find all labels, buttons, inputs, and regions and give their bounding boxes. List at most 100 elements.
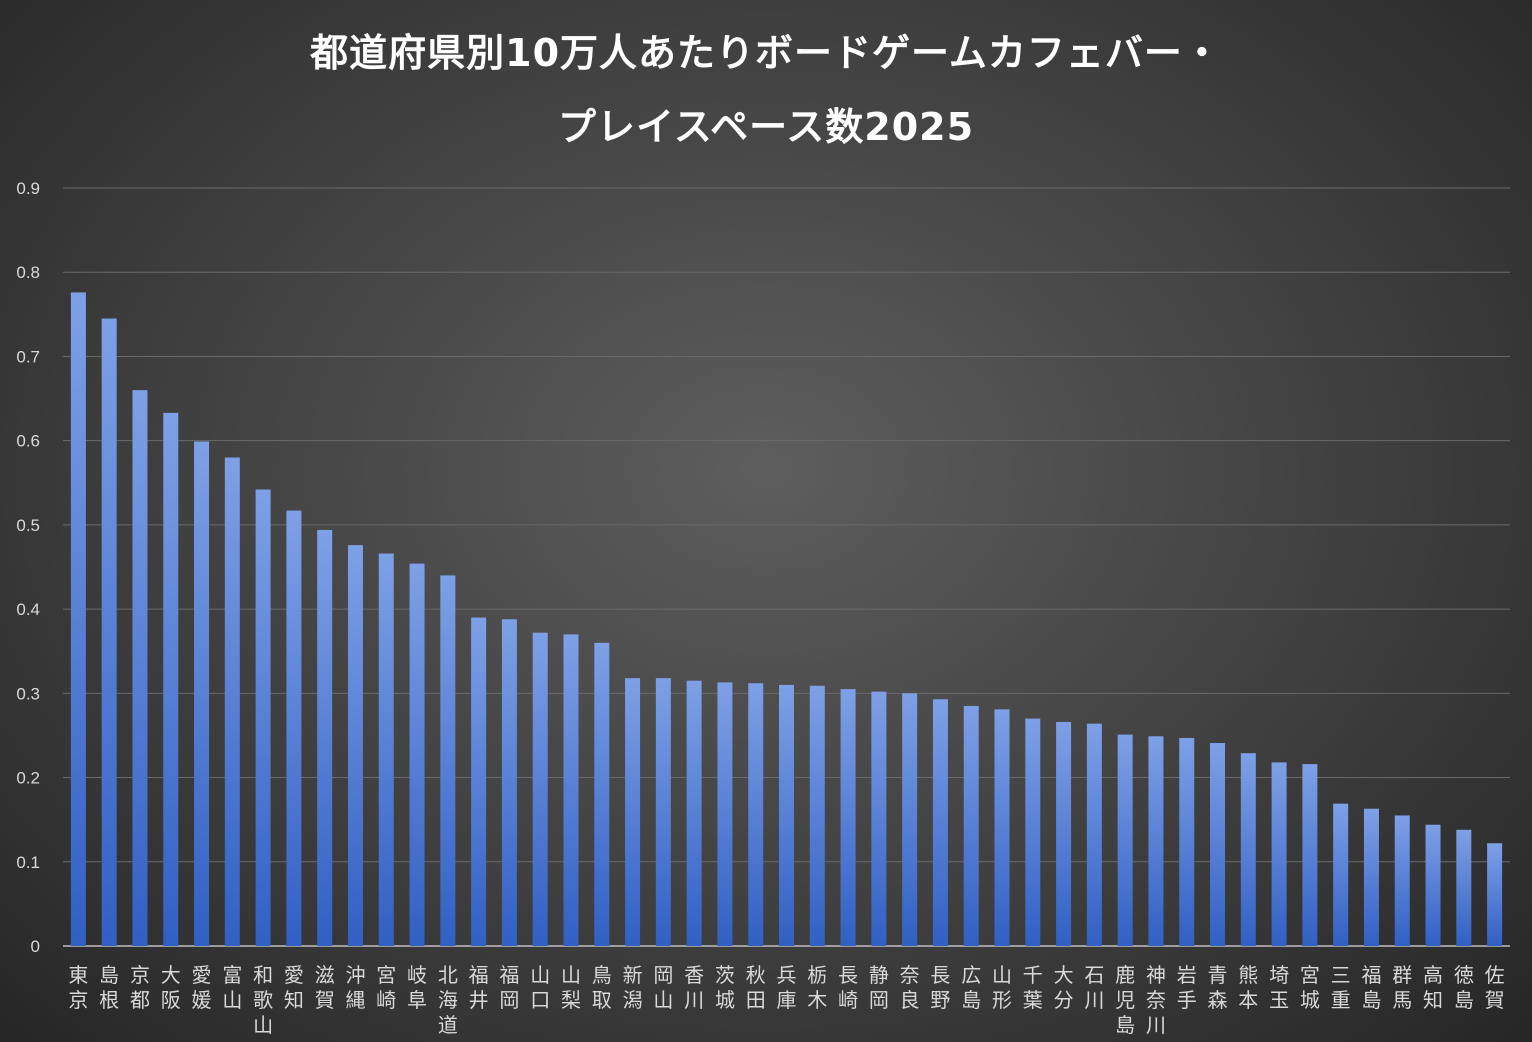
y-tick-label: 0 <box>31 937 40 956</box>
y-axis-ticks: 0 0.1 0.2 0.3 0.4 0.5 0.6 0.7 0.8 0.9 <box>16 179 40 956</box>
x-category-label: 埼玉 <box>1269 963 1289 1012</box>
bar-徳島 <box>1456 829 1472 946</box>
bar-兵庫 <box>779 684 794 946</box>
bar-富山 <box>224 457 240 946</box>
bar-福島 <box>1363 808 1379 946</box>
bar-鹿児島 <box>1117 734 1133 946</box>
bar-滋賀 <box>317 529 333 946</box>
bar-山口 <box>532 632 548 946</box>
x-category-label: 静岡 <box>869 963 889 1012</box>
bar-長崎 <box>840 689 856 946</box>
bar-山梨 <box>563 634 579 946</box>
x-category-label: 和歌山 <box>253 963 273 1037</box>
y-tick-label: 0.3 <box>16 684 40 703</box>
x-category-label: 富山 <box>222 963 242 1012</box>
bar-石川 <box>1086 723 1102 946</box>
bar-奈良 <box>902 693 918 946</box>
bar-大分 <box>1056 721 1072 946</box>
x-category-label: 新潟 <box>623 963 643 1012</box>
x-category-label: 福島 <box>1361 963 1381 1012</box>
x-category-label: 福岡 <box>499 963 519 1012</box>
bar-広島 <box>963 705 979 946</box>
bar-岡山 <box>655 678 671 946</box>
y-tick-label: 0.1 <box>16 853 40 872</box>
x-category-label: 島根 <box>99 963 119 1012</box>
x-category-label: 鳥取 <box>592 963 612 1012</box>
chart-title-line-1: 都道府県別10万人あたりボードゲームカフェバー・ <box>310 31 1222 75</box>
x-category-label: 群馬 <box>1392 963 1412 1012</box>
bar-山形 <box>994 709 1010 946</box>
x-category-label: 山口 <box>530 963 550 1012</box>
bar-北海道 <box>440 575 456 946</box>
bars <box>70 292 1503 947</box>
x-category-label: 兵庫 <box>777 963 797 1012</box>
x-category-label: 香川 <box>684 963 704 1012</box>
x-category-label: 沖縄 <box>345 963 365 1012</box>
y-tick-label: 0.7 <box>16 347 40 366</box>
y-tick-label: 0.6 <box>16 432 40 451</box>
bar-宮城 <box>1302 764 1318 946</box>
bar-宮崎 <box>378 553 394 946</box>
bar-愛媛 <box>194 441 210 946</box>
x-category-label: 岡山 <box>653 963 673 1012</box>
bar-東京 <box>70 292 86 946</box>
bar-佐賀 <box>1487 843 1503 946</box>
x-category-label: 滋賀 <box>315 963 335 1012</box>
bar-大阪 <box>163 412 179 947</box>
x-category-label: 石川 <box>1084 963 1104 1012</box>
bar-愛知 <box>286 510 302 946</box>
bar-香川 <box>686 680 702 946</box>
x-category-label: 三重 <box>1331 963 1351 1012</box>
bar-和歌山 <box>255 489 271 946</box>
bar-秋田 <box>748 683 764 946</box>
bar-岐阜 <box>409 563 425 946</box>
bar-沖縄 <box>347 545 363 946</box>
bar-新潟 <box>625 678 641 946</box>
gridlines <box>63 187 1510 947</box>
bar-群馬 <box>1394 815 1410 946</box>
bar-高知 <box>1425 824 1441 946</box>
bar-三重 <box>1333 803 1349 946</box>
x-category-label: 茨城 <box>715 963 735 1012</box>
x-category-label: 岐阜 <box>407 963 427 1012</box>
x-category-label: 宮崎 <box>376 963 396 1012</box>
x-category-label: 岩手 <box>1177 963 1197 1012</box>
x-category-label: 北海道 <box>438 963 458 1037</box>
bar-京都 <box>132 390 148 947</box>
y-tick-label: 0.5 <box>16 516 40 535</box>
x-category-label: 熊本 <box>1238 963 1258 1012</box>
x-category-label: 鹿児島 <box>1115 963 1135 1037</box>
bar-茨城 <box>717 682 733 946</box>
x-category-label: 福井 <box>469 963 489 1012</box>
bar-埼玉 <box>1271 762 1287 946</box>
x-category-label: 東京 <box>68 963 88 1012</box>
x-axis-categories: 東京島根京都大阪愛媛富山和歌山愛知滋賀沖縄宮崎岐阜北海道福井福岡山口山梨鳥取新潟… <box>68 963 1504 1037</box>
bar-鳥取 <box>594 642 610 946</box>
x-category-label: 山形 <box>992 963 1012 1012</box>
x-category-label: 京都 <box>130 963 150 1012</box>
y-tick-label: 0.8 <box>16 263 40 282</box>
x-category-label: 神奈川 <box>1146 963 1166 1037</box>
bar-栃木 <box>809 685 825 946</box>
bar-神奈川 <box>1148 736 1164 946</box>
x-category-label: 奈良 <box>900 963 920 1012</box>
x-category-label: 広島 <box>961 963 981 1012</box>
x-category-label: 愛媛 <box>192 963 212 1012</box>
bar-青森 <box>1210 743 1226 946</box>
x-category-label: 徳島 <box>1454 963 1474 1012</box>
bar-福岡 <box>501 619 517 946</box>
x-category-label: 長野 <box>930 963 950 1012</box>
bar-千葉 <box>1025 718 1041 946</box>
x-category-label: 秋田 <box>746 963 766 1012</box>
x-category-label: 愛知 <box>284 963 304 1012</box>
chart-title-line-2: プレイスペース数2025 <box>557 105 975 149</box>
bar-福井 <box>471 617 487 946</box>
x-category-label: 佐賀 <box>1485 963 1505 1012</box>
x-category-label: 宮城 <box>1300 963 1320 1012</box>
x-category-label: 長崎 <box>838 963 858 1012</box>
bar-熊本 <box>1240 753 1256 946</box>
bar-島根 <box>101 318 117 946</box>
bar-長野 <box>932 699 948 946</box>
y-tick-label: 0.9 <box>16 179 40 198</box>
